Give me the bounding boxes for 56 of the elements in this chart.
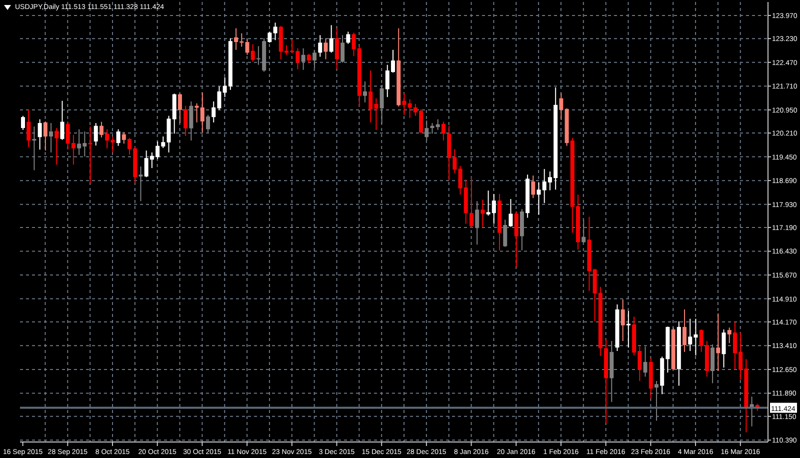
candlestick [441,121,446,142]
candlestick [312,49,317,69]
candlestick [38,118,42,150]
candlestick [626,310,630,348]
candlestick [362,80,367,103]
candlestick [318,34,322,58]
candlestick [250,44,255,62]
candlestick [26,108,31,148]
candlestick [682,308,687,352]
candlestick [475,200,480,246]
candlestick [184,105,188,136]
candlestick [710,344,715,384]
candlestick [54,128,59,166]
candlestick [559,92,564,120]
candlestick [138,166,143,202]
candlestick [60,100,64,140]
candlestick [189,100,194,142]
candlestick [408,98,412,119]
candlestick [727,327,732,344]
candlestick [301,48,306,70]
candlestick [116,128,120,146]
candlestick [480,199,485,228]
candlestick [88,126,92,184]
candlestick [582,219,586,244]
candlestick [531,175,536,199]
candlestick [273,22,278,41]
candlestick [402,92,406,116]
candlestick [268,31,272,44]
candlestick [469,176,474,229]
candlestick [43,120,48,152]
candlestick [49,122,54,153]
candlestick [122,132,126,144]
candlestick [324,38,328,60]
candlestick [32,126,36,171]
candlestick [178,93,182,124]
candlestick [620,298,625,342]
candlestick [643,346,648,378]
candlestick [380,84,384,124]
candlestick [99,121,104,138]
candlestick [654,380,658,422]
candlestick [329,24,334,54]
candlestick [94,122,98,146]
candlestick [424,120,429,142]
candlestick [503,219,508,248]
candlestick [306,53,311,64]
candlestick [206,114,210,133]
candlestick [430,122,434,134]
candlestick [200,92,204,133]
candlestick [346,31,350,44]
candlestick [722,328,726,368]
candlestick [334,28,339,70]
candlestick [514,210,518,268]
candlestick [21,115,25,130]
candlestick [716,312,720,372]
candlestick [340,34,345,64]
candlestick [508,198,513,228]
